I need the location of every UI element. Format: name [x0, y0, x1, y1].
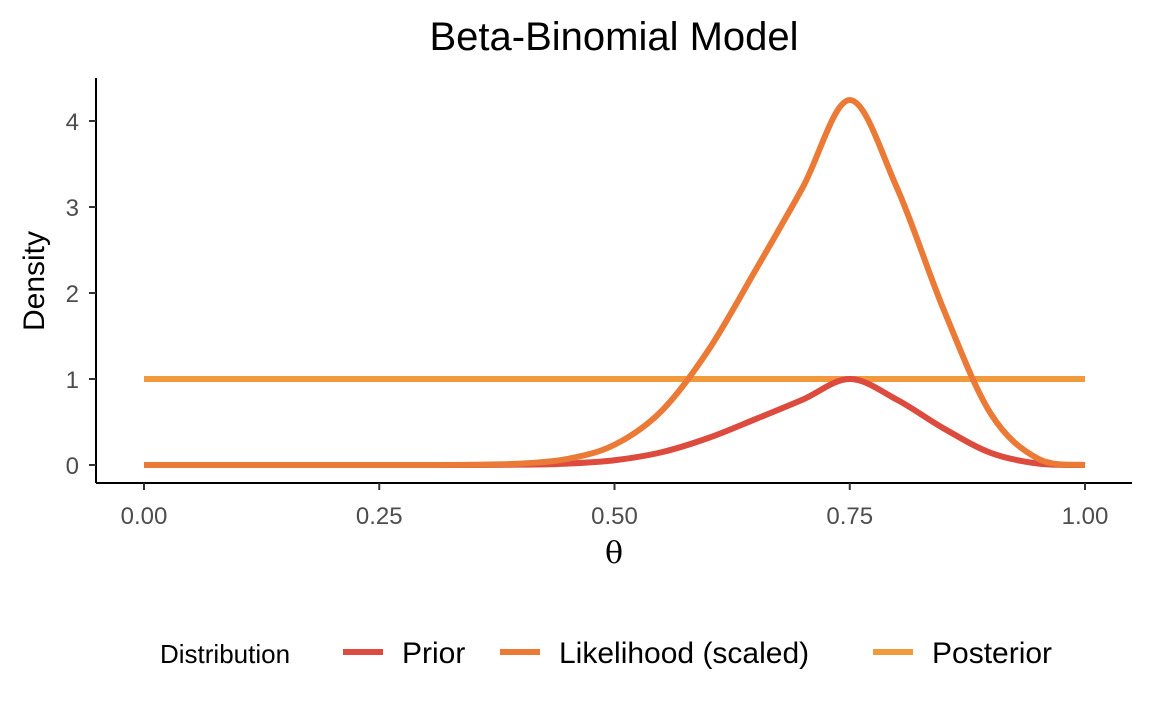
x-ticks: 0.00 0.25 0.50 0.75 1.00 — [121, 483, 1109, 530]
legend-items: Prior Likelihood (scaled) Posterior — [343, 637, 1052, 670]
legend: Distribution Prior Likelihood (scaled) Pos… — [160, 637, 1052, 670]
x-tick-label: 0.00 — [121, 503, 168, 530]
series-layer — [143, 97, 1086, 469]
x-axis-title: θ — [605, 536, 623, 571]
y-axis-title: Density — [18, 231, 51, 331]
legend-label-prior: Prior — [402, 637, 465, 670]
x-tick-label: 0.75 — [826, 503, 873, 530]
legend-title: Distribution — [160, 639, 290, 669]
y-tick-label: 4 — [66, 109, 79, 136]
y-ticks: 0 1 2 3 4 — [66, 109, 96, 480]
chart-title: Beta-Binomial Model — [429, 15, 798, 59]
x-tick-label: 0.50 — [591, 503, 638, 530]
legend-label-likelihood-scaled: Likelihood (scaled) — [559, 637, 809, 670]
y-tick-label: 1 — [66, 367, 79, 394]
legend-label-posterior: Posterior — [932, 637, 1052, 670]
x-tick-label: 1.00 — [1062, 503, 1109, 530]
series-line-likelihood-scaled — [144, 97, 1086, 469]
y-tick-label: 3 — [66, 195, 79, 222]
x-tick-label: 0.25 — [356, 503, 403, 530]
y-tick-label: 2 — [66, 281, 79, 308]
series-line-prior — [144, 376, 1086, 468]
y-tick-label: 0 — [66, 453, 79, 480]
